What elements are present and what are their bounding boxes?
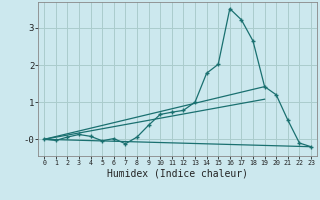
X-axis label: Humidex (Indice chaleur): Humidex (Indice chaleur): [107, 169, 248, 179]
